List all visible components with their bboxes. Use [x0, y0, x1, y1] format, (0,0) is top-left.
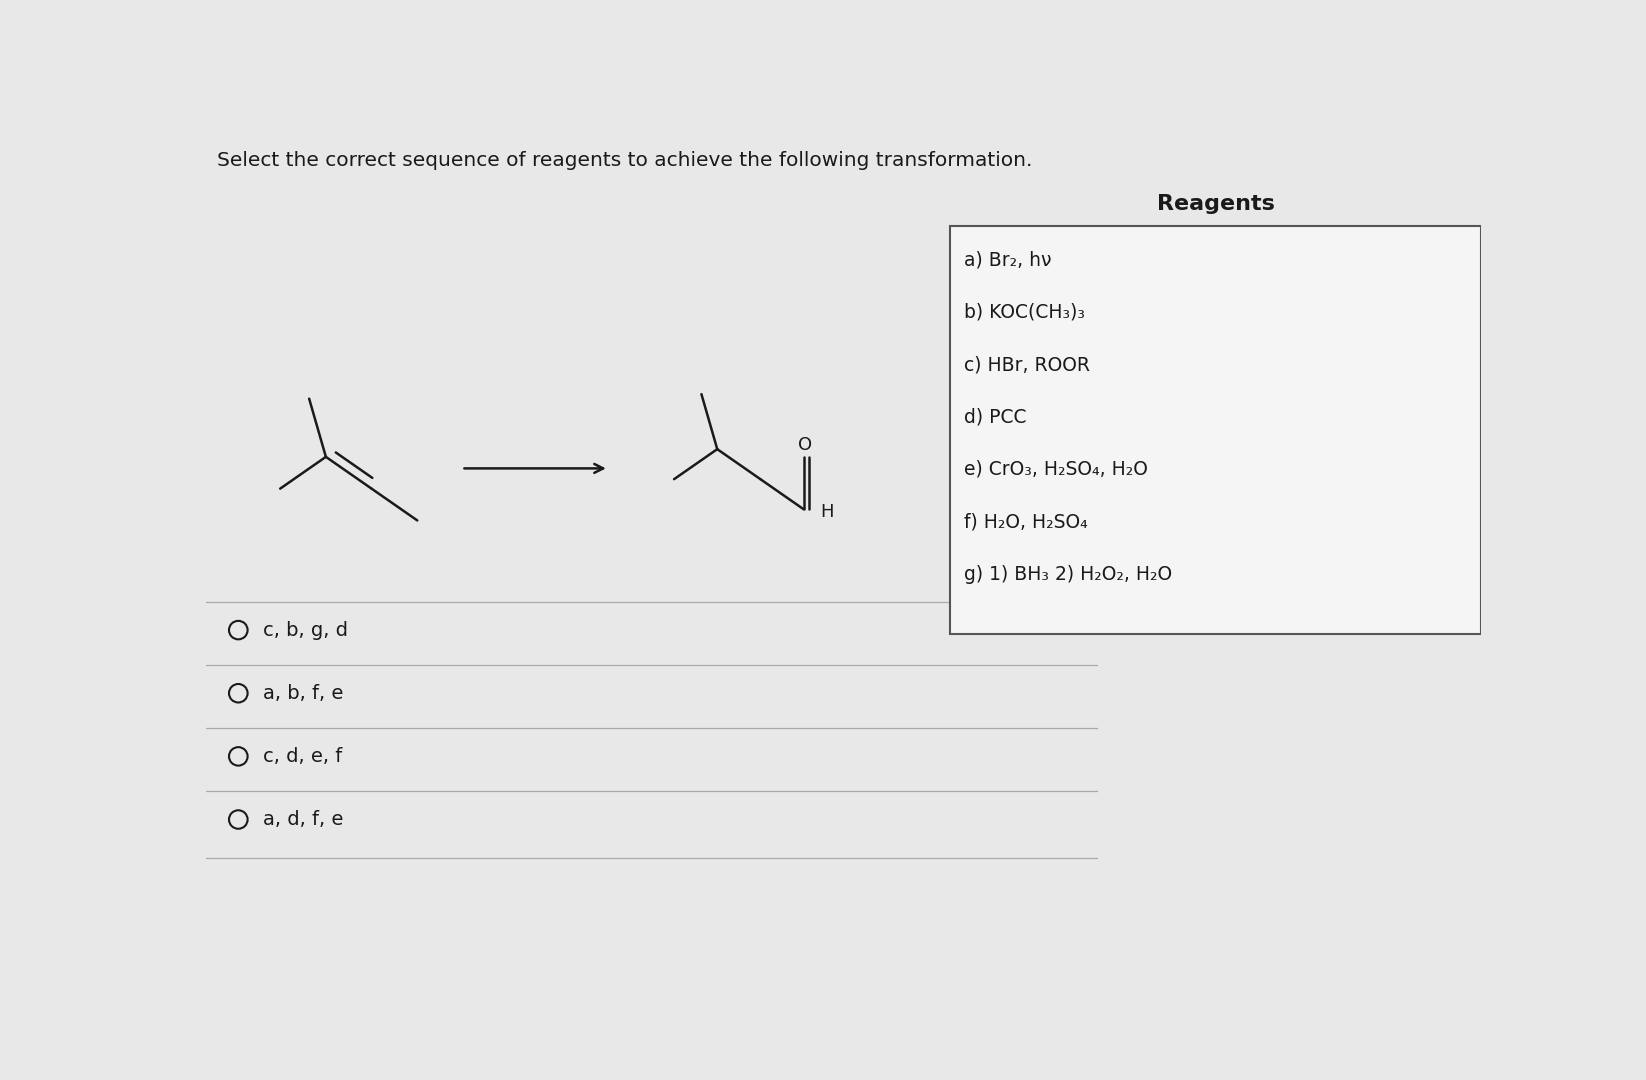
Text: c) HBr, ROOR: c) HBr, ROOR: [963, 355, 1090, 374]
Text: f) H₂O, H₂SO₄: f) H₂O, H₂SO₄: [963, 512, 1088, 531]
Text: a) Br₂, hν: a) Br₂, hν: [963, 251, 1052, 270]
Text: O: O: [798, 435, 811, 454]
Text: c, b, g, d: c, b, g, d: [263, 621, 347, 639]
Text: b) KOC(CH₃)₃: b) KOC(CH₃)₃: [963, 302, 1085, 322]
Text: a, b, f, e: a, b, f, e: [263, 684, 344, 703]
Bar: [950, 226, 1481, 634]
Text: Select the correct sequence of reagents to achieve the following transformation.: Select the correct sequence of reagents …: [217, 151, 1032, 171]
Text: g) 1) BH₃ 2) H₂O₂, H₂O: g) 1) BH₃ 2) H₂O₂, H₂O: [963, 565, 1172, 583]
Text: Reagents: Reagents: [1157, 194, 1274, 214]
Text: a, d, f, e: a, d, f, e: [263, 810, 344, 829]
Text: H: H: [821, 503, 835, 522]
Text: e) CrO₃, H₂SO₄, H₂O: e) CrO₃, H₂SO₄, H₂O: [963, 460, 1147, 478]
Text: c, d, e, f: c, d, e, f: [263, 747, 342, 766]
Text: d) PCC: d) PCC: [963, 407, 1025, 427]
